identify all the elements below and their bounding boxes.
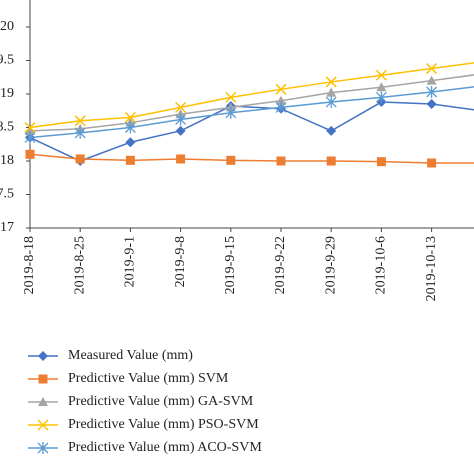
data-point: [124, 111, 136, 123]
data-point: [25, 125, 35, 135]
data-point: [176, 154, 186, 164]
legend-label: Measured Value (mm): [68, 348, 193, 363]
y-tick-label: 19: [0, 86, 14, 101]
data-point: [276, 95, 286, 105]
x-tick-label: 2019-10-13: [424, 236, 439, 301]
x-tick-label: 2019-10-6: [374, 236, 389, 294]
data-point: [326, 125, 337, 136]
data-point: [376, 82, 387, 92]
data-point: [326, 87, 337, 97]
series-line: [29, 86, 474, 139]
data-point: [225, 91, 237, 103]
data-point: [24, 121, 36, 134]
series-line: [29, 74, 474, 132]
x-tick-label: 2019-9-15: [223, 236, 238, 294]
series-line: [29, 101, 474, 162]
x-tick-label: 2019-8-18: [22, 236, 37, 294]
legend-label: Predictive Value (mm) GA-SVM: [68, 394, 254, 409]
data-point: [175, 101, 187, 113]
data-point: [25, 149, 35, 159]
legend-label: Predictive Value (mm) SVM: [68, 371, 229, 386]
data-point: [175, 125, 186, 136]
legend-marker: [38, 351, 48, 361]
data-point: [226, 155, 236, 165]
legend-marker: [37, 442, 49, 454]
data-point: [325, 76, 337, 88]
data-point: [24, 131, 36, 144]
series-line: [29, 153, 474, 164]
y-tick-label: 17.5: [0, 187, 14, 202]
y-tick-label: 18: [0, 153, 14, 168]
data-point: [74, 115, 86, 127]
data-point: [426, 85, 438, 98]
data-point: [275, 101, 287, 114]
data-point: [326, 156, 336, 166]
series-line: [29, 62, 474, 129]
y-tick-label: 19.5: [0, 53, 14, 68]
data-point: [426, 75, 437, 85]
x-tick-label: 2019-9-8: [173, 236, 188, 287]
data-point: [375, 69, 387, 81]
x-tick-label: 2019-9-22: [273, 236, 288, 294]
data-point: [74, 126, 86, 139]
data-point: [175, 113, 187, 126]
data-point: [426, 63, 438, 75]
x-tick-label: 2019-8-25: [72, 236, 87, 294]
legend-label: Predictive Value (mm) PSO-SVM: [68, 417, 259, 432]
data-point: [124, 121, 136, 134]
data-point: [325, 96, 337, 109]
data-point: [125, 137, 136, 148]
data-point: [225, 106, 237, 119]
data-point: [125, 155, 135, 165]
data-point: [426, 99, 437, 110]
legend-label: Predictive Value (mm) ACO-SVM: [68, 440, 262, 455]
legend-marker: [38, 397, 48, 406]
data-point: [275, 83, 287, 95]
data-point: [75, 154, 85, 164]
y-tick-label: 20: [0, 19, 14, 34]
data-point: [376, 157, 386, 167]
data-point: [427, 158, 437, 168]
x-tick-label: 2019-9-1: [123, 236, 138, 287]
y-tick-label: 18.5: [0, 120, 14, 135]
data-point: [375, 91, 387, 104]
y-tick-label: 17: [0, 220, 14, 235]
legend-marker: [37, 419, 49, 431]
x-tick-label: 2019-9-29: [323, 236, 338, 294]
data-point: [276, 156, 286, 166]
legend-marker: [38, 374, 48, 384]
